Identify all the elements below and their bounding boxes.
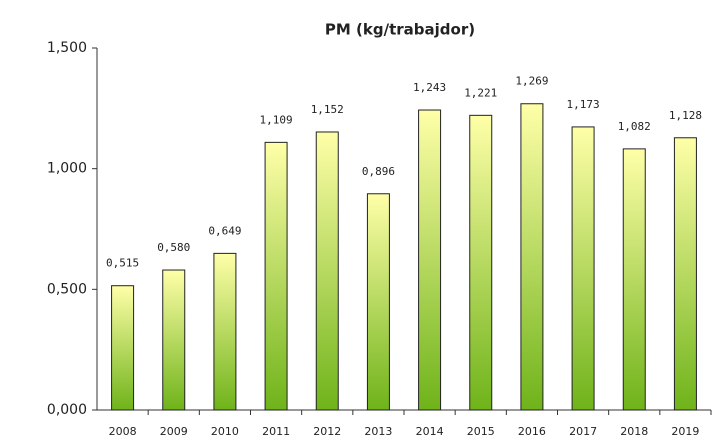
data-label: 1,152 <box>311 103 344 116</box>
data-label: 0,515 <box>106 257 139 270</box>
x-tick-label: 2009 <box>160 425 188 438</box>
x-tick-label: 2012 <box>313 425 341 438</box>
x-tick-label: 2016 <box>518 425 546 438</box>
x-tick-label: 2008 <box>109 425 137 438</box>
bar <box>264 141 288 411</box>
data-label: 1,221 <box>464 86 497 99</box>
data-label: 0,580 <box>157 241 190 254</box>
y-tick-label: 1,500 <box>47 40 87 56</box>
y-tick-label: 1,000 <box>47 161 87 177</box>
bar <box>418 109 442 411</box>
bar <box>162 269 186 411</box>
y-tick-label: 0,500 <box>47 281 87 297</box>
x-tick-label: 2013 <box>364 425 392 438</box>
x-tick-label: 2014 <box>416 425 444 438</box>
bar <box>571 126 595 411</box>
bar <box>213 252 237 411</box>
x-tick-label: 2015 <box>467 425 495 438</box>
data-label: 1,269 <box>515 75 548 88</box>
chart-title: PM (kg/trabajdor) <box>325 21 475 39</box>
x-tick-label: 2018 <box>620 425 648 438</box>
bar <box>469 114 493 411</box>
data-label: 1,128 <box>669 109 702 122</box>
data-label: 1,243 <box>413 81 446 94</box>
bar <box>673 137 697 411</box>
data-label: 1,082 <box>618 120 651 133</box>
x-tick-label: 2010 <box>211 425 239 438</box>
data-label: 0,896 <box>362 165 395 178</box>
x-tick-label: 2011 <box>262 425 290 438</box>
bar <box>520 103 544 411</box>
data-label: 1,173 <box>567 98 600 111</box>
data-label: 0,649 <box>208 224 241 237</box>
data-label: 1,109 <box>260 113 293 126</box>
bar <box>315 131 339 411</box>
bar <box>622 148 646 411</box>
bar <box>111 285 135 411</box>
x-tick-label: 2019 <box>671 425 699 438</box>
x-tick-label: 2017 <box>569 425 597 438</box>
y-tick-label: 0,000 <box>47 402 87 418</box>
bar <box>366 193 390 411</box>
